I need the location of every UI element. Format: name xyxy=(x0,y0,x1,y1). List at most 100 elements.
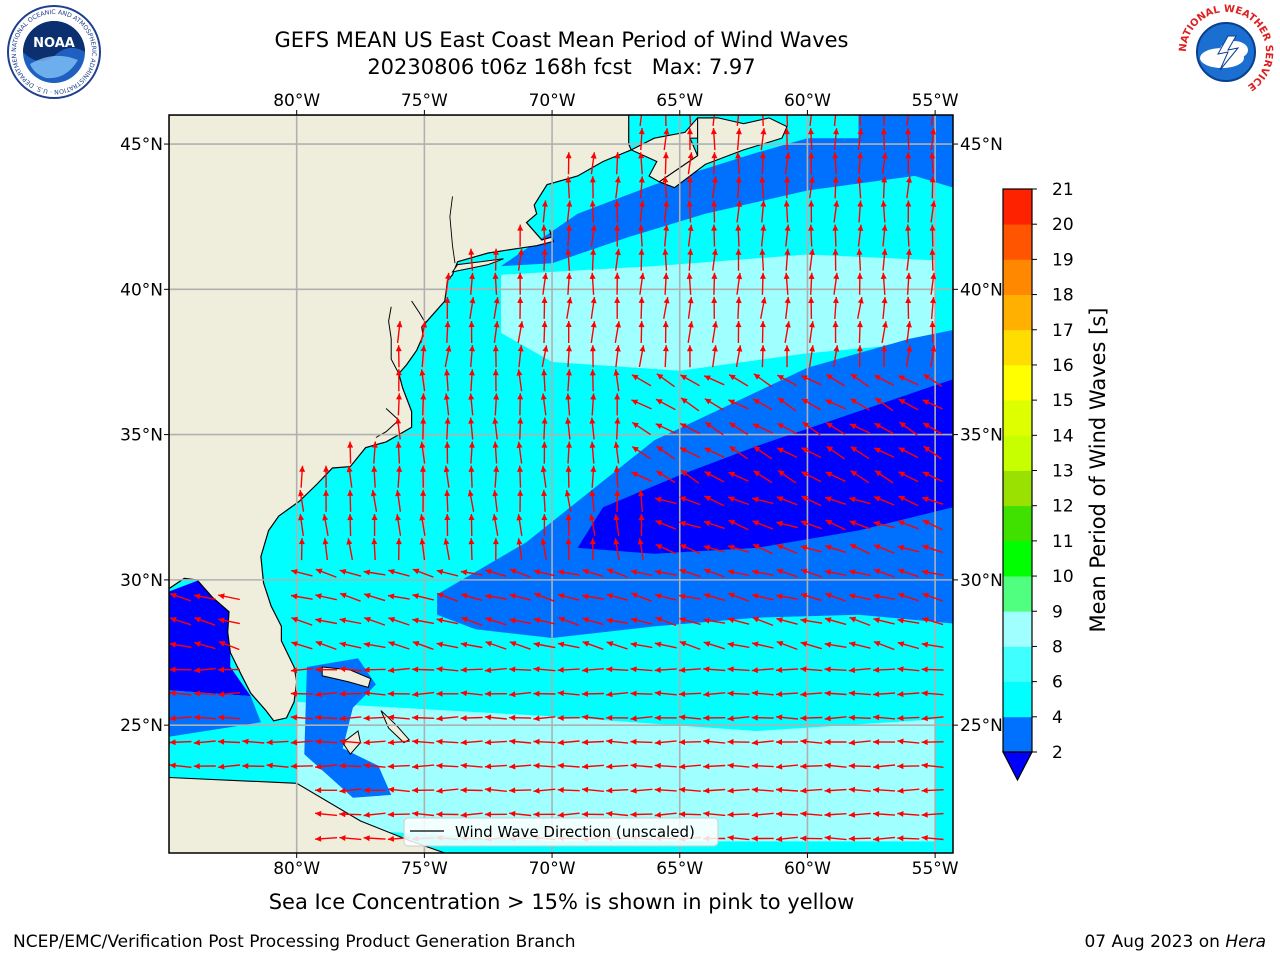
wave-direction-arrow xyxy=(517,417,524,440)
wave-direction-arrow xyxy=(412,763,435,770)
wave-direction-arrow xyxy=(689,115,692,127)
wave-direction-arrow xyxy=(784,224,791,247)
wave-direction-arrow xyxy=(485,641,507,650)
wave-direction-arrow xyxy=(712,115,715,126)
wave-direction-arrow xyxy=(881,345,888,368)
wave-direction-arrow xyxy=(680,374,700,387)
wave-direction-arrow xyxy=(930,128,937,151)
wave-direction-arrow xyxy=(387,811,410,818)
colorbar-segment xyxy=(1003,540,1032,577)
wave-direction-arrow xyxy=(775,691,799,698)
wave-direction-arrow xyxy=(921,666,944,673)
wave-direction-arrow xyxy=(339,666,362,673)
wave-direction-arrow xyxy=(557,811,580,818)
lat-tick-label-left: 45°N xyxy=(120,135,163,155)
wave-direction-arrow xyxy=(727,569,750,577)
wave-direction-arrow xyxy=(218,640,240,651)
chesapeake-bay-coast xyxy=(388,306,400,374)
wave-direction-arrow xyxy=(638,320,645,344)
wave-direction-arrow xyxy=(484,763,507,770)
wave-direction-arrow xyxy=(711,296,718,319)
wave-direction-arrow xyxy=(824,592,847,602)
wave-direction-arrow xyxy=(849,520,871,530)
wave-direction-arrow xyxy=(492,489,499,512)
wave-direction-arrow xyxy=(606,666,629,673)
wave-direction-arrow xyxy=(776,568,798,578)
wave-direction-arrow xyxy=(921,569,944,576)
wave-direction-arrow xyxy=(654,762,677,769)
wave-direction-arrow xyxy=(541,248,548,271)
wave-direction-arrow xyxy=(322,538,329,561)
wave-direction-arrow xyxy=(753,445,773,460)
wave-direction-arrow xyxy=(581,667,604,674)
wave-direction-arrow xyxy=(242,763,265,769)
wave-direction-arrow xyxy=(905,200,912,223)
wave-direction-arrow xyxy=(566,224,572,247)
wave-direction-arrow xyxy=(517,465,523,488)
wave-direction-arrow xyxy=(387,739,410,746)
wave-direction-arrow xyxy=(873,666,896,673)
wave-direction-arrow xyxy=(752,423,774,434)
wave-direction-arrow xyxy=(533,569,556,577)
wave-direction-arrow xyxy=(363,641,386,649)
wave-direction-arrow xyxy=(315,835,338,842)
wave-direction-arrow xyxy=(808,248,815,271)
wave-direction-arrow xyxy=(728,422,749,436)
wave-direction-arrow xyxy=(832,224,839,247)
wave-direction-arrow xyxy=(290,763,313,770)
wave-direction-arrow xyxy=(346,465,353,488)
wave-direction-arrow xyxy=(848,714,871,721)
wave-direction-arrow xyxy=(680,397,700,412)
wave-direction-arrow xyxy=(557,593,580,601)
wave-direction-arrow xyxy=(339,592,361,602)
wave-direction-arrow xyxy=(396,465,403,488)
wave-direction-arrow xyxy=(655,398,676,411)
wave-direction-arrow xyxy=(874,469,894,484)
band-pale-north xyxy=(501,254,936,371)
lon-tick-label-bottom: 60°W xyxy=(784,859,831,879)
colorbar-tick-label: 18 xyxy=(1052,286,1074,306)
wave-direction-arrow xyxy=(687,321,694,344)
wave-direction-arrow xyxy=(420,321,427,343)
wave-direction-arrow xyxy=(533,617,556,625)
wave-direction-arrow xyxy=(703,568,725,578)
wave-direction-arrow xyxy=(630,811,653,818)
wave-direction-arrow xyxy=(290,714,313,721)
wave-direction-arrow xyxy=(509,593,531,601)
colorbar-tick-label: 19 xyxy=(1052,250,1074,270)
colorbar-segment xyxy=(1003,716,1032,753)
wave-direction-arrow xyxy=(727,738,750,745)
wave-direction-arrow xyxy=(897,666,920,673)
colorbar-under-extension xyxy=(1002,751,1033,782)
wave-direction-arrow xyxy=(581,739,604,746)
wave-direction-arrow xyxy=(566,345,572,368)
wave-direction-arrow xyxy=(638,489,644,512)
wave-direction-arrow xyxy=(873,568,895,578)
wave-direction-arrow xyxy=(606,568,628,578)
wave-direction-arrow xyxy=(727,592,750,602)
wave-direction-arrow xyxy=(590,248,597,271)
wave-direction-arrow xyxy=(874,397,894,412)
wave-direction-arrow xyxy=(444,513,451,537)
wave-direction-arrow xyxy=(776,496,798,506)
wave-direction-arrow xyxy=(469,272,475,295)
wave-direction-arrow xyxy=(880,200,887,223)
wave-direction-arrow xyxy=(848,496,871,505)
wave-direction-arrow xyxy=(929,152,936,175)
wave-direction-arrow xyxy=(169,715,192,722)
wave-direction-arrow xyxy=(929,224,936,247)
wave-direction-arrow xyxy=(468,248,475,271)
wave-direction-arrow xyxy=(808,345,815,368)
delaware-bay-coast xyxy=(411,300,425,322)
wave-direction-arrow xyxy=(533,641,556,649)
wave-direction-arrow xyxy=(801,495,822,507)
wave-direction-arrow xyxy=(193,593,216,600)
wave-direction-arrow xyxy=(412,617,435,625)
wave-direction-arrow xyxy=(484,811,507,818)
wave-direction-arrow xyxy=(872,739,896,745)
wave-direction-arrow xyxy=(363,835,386,842)
wave-direction-arrow xyxy=(735,320,742,344)
wave-direction-arrow xyxy=(753,373,773,388)
wave-direction-arrow xyxy=(849,543,871,555)
wave-direction-arrow xyxy=(759,345,766,368)
